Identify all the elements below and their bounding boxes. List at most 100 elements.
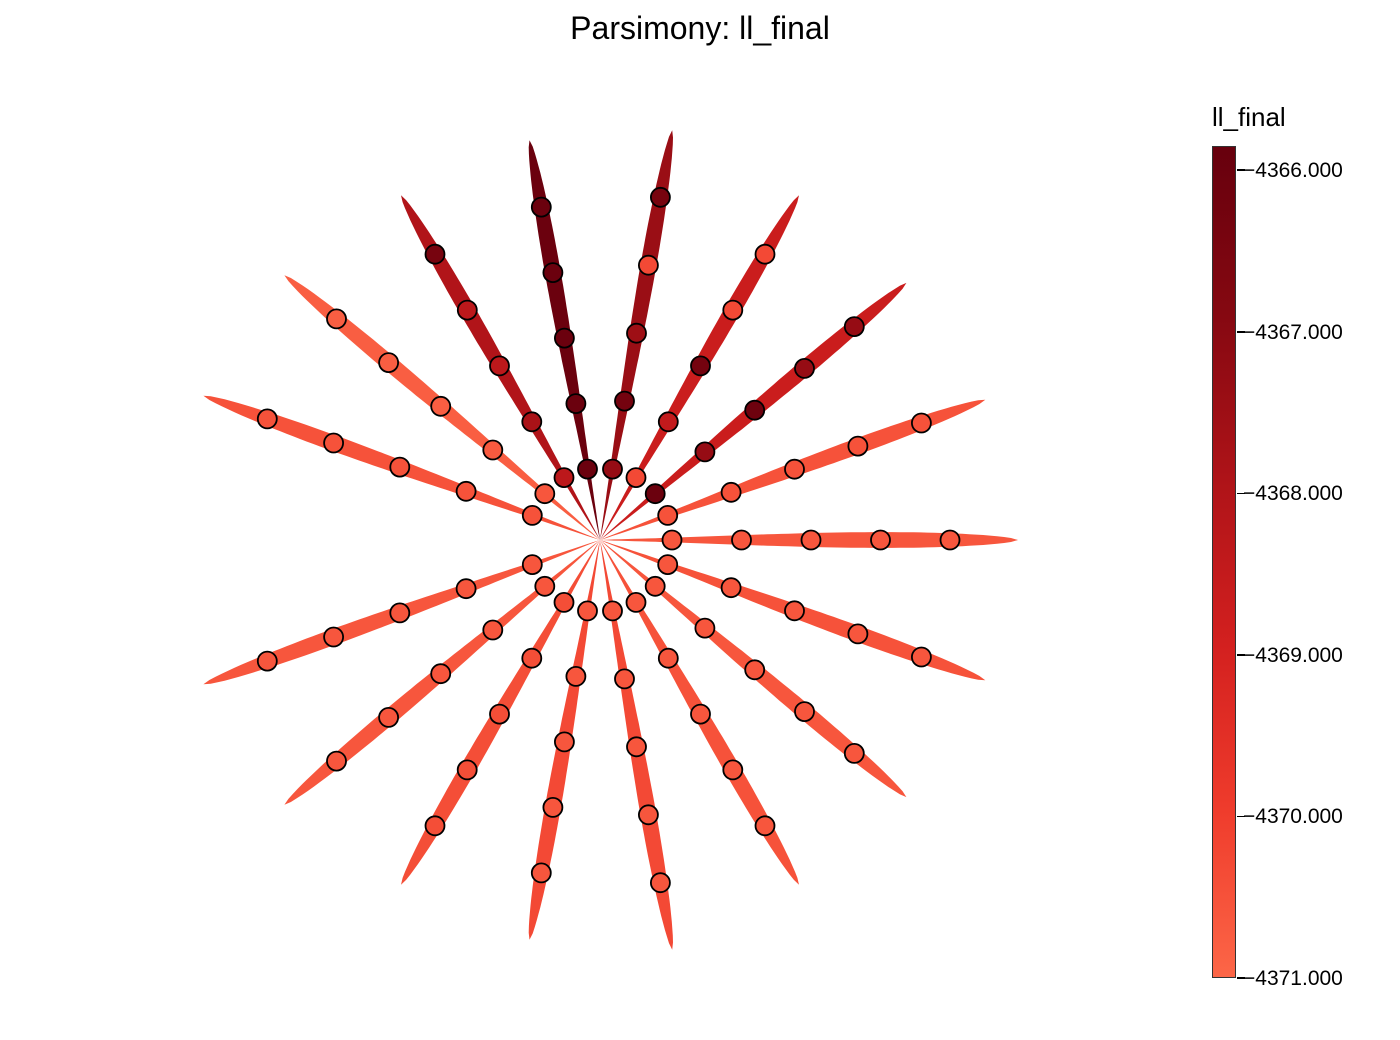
data-point <box>722 299 744 321</box>
colorbar-tick-label: −4368.000 <box>1243 482 1343 506</box>
data-point <box>602 600 623 622</box>
data-point <box>430 395 452 417</box>
data-point <box>553 592 575 613</box>
colorbar-tick-label: −4369.000 <box>1243 643 1343 667</box>
data-point <box>456 759 478 781</box>
data-point <box>722 759 744 781</box>
data-point <box>657 505 679 526</box>
colorbar-tick <box>1237 331 1245 333</box>
data-point <box>794 357 815 379</box>
data-point <box>542 262 564 284</box>
data-point <box>530 196 552 218</box>
data-point <box>784 600 805 622</box>
data-point <box>870 529 891 551</box>
data-point <box>690 703 711 725</box>
data-point <box>794 701 815 722</box>
data-point <box>565 666 587 687</box>
data-point <box>323 432 345 454</box>
data-point <box>657 554 679 575</box>
data-point <box>521 505 543 526</box>
data-point <box>455 578 477 600</box>
data-point <box>326 308 347 330</box>
data-point <box>530 862 552 884</box>
data-point <box>754 815 776 837</box>
data-point <box>657 647 679 669</box>
data-point <box>661 529 683 551</box>
data-point <box>731 529 752 551</box>
data-point <box>614 390 635 412</box>
data-point <box>489 703 510 725</box>
data-point <box>424 815 446 837</box>
data-point <box>644 483 666 505</box>
data-point <box>489 355 510 377</box>
data-point <box>626 736 647 758</box>
data-point <box>542 797 564 818</box>
data-point <box>256 408 278 430</box>
data-point <box>939 529 961 551</box>
data-point <box>430 663 452 685</box>
data-point <box>554 731 575 753</box>
data-point <box>521 554 543 575</box>
data-point <box>784 458 805 480</box>
data-point <box>650 872 671 894</box>
data-point <box>847 435 869 457</box>
colorbar <box>1212 146 1236 978</box>
data-point <box>625 592 647 613</box>
data-point <box>378 707 400 728</box>
colorbar-tick-label: −4367.000 <box>1243 320 1343 344</box>
data-point <box>521 647 543 669</box>
data-point <box>843 743 865 764</box>
data-point <box>694 617 716 639</box>
data-point <box>690 355 711 377</box>
data-point <box>424 243 446 265</box>
data-point <box>847 623 869 645</box>
data-point <box>744 659 766 681</box>
data-point <box>638 254 659 276</box>
data-point <box>577 458 598 480</box>
data-point <box>638 804 659 826</box>
data-point <box>389 456 411 478</box>
data-point <box>554 327 575 349</box>
colorbar-tick <box>1237 977 1245 979</box>
data-point <box>614 668 635 690</box>
data-point <box>626 322 647 344</box>
data-point <box>256 650 278 672</box>
data-point <box>754 243 776 265</box>
data-point <box>389 602 411 624</box>
data-point <box>625 467 647 489</box>
data-point <box>482 619 504 641</box>
chart-title: Parsimony: ll_final <box>570 10 830 46</box>
data-point <box>911 646 932 668</box>
data-point <box>650 186 671 208</box>
data-point <box>378 352 400 374</box>
data-point <box>577 600 598 622</box>
colorbar-title: ll_final <box>1212 102 1286 132</box>
data-point <box>565 393 587 415</box>
data-point <box>644 575 666 597</box>
data-point <box>482 439 504 461</box>
data-point <box>911 412 932 434</box>
colorbar-tick-label: −4371.000 <box>1243 967 1343 990</box>
data-point <box>720 481 742 503</box>
data-point <box>657 411 679 433</box>
colorbar-tick <box>1237 815 1245 818</box>
data-point <box>455 480 477 502</box>
colorbar-tick <box>1237 169 1245 171</box>
colorbar-tick-label: −4366.000 <box>1243 159 1343 183</box>
data-point <box>534 575 556 597</box>
data-point <box>720 577 742 599</box>
data-point <box>323 626 345 648</box>
data-point <box>744 399 766 421</box>
data-point <box>843 316 865 338</box>
data-point <box>800 529 822 551</box>
data-point <box>553 467 575 489</box>
data-point <box>326 750 347 772</box>
colorbar-tick <box>1237 654 1245 656</box>
data-point <box>534 483 556 505</box>
colorbar-tick-label: −4370.000 <box>1243 805 1343 829</box>
colorbar-tick <box>1237 492 1245 495</box>
data-point <box>456 299 478 321</box>
data-point <box>521 411 543 433</box>
data-point <box>694 441 716 463</box>
